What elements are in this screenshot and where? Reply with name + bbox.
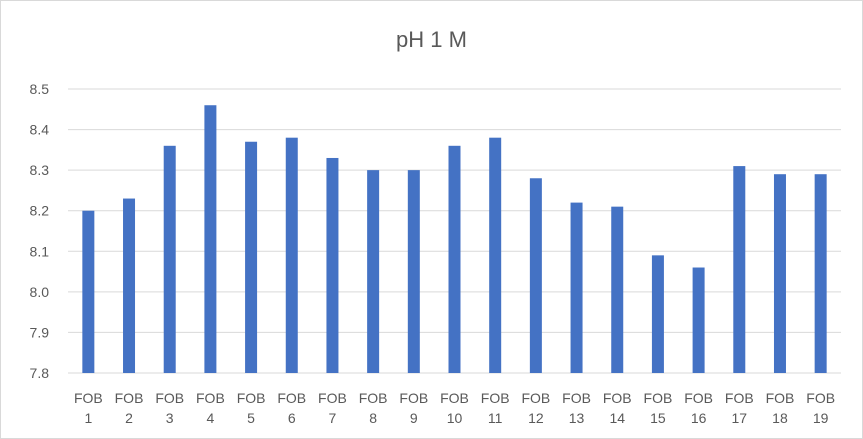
x-tick-label: 14 (609, 410, 625, 426)
x-tick-label: FOB (806, 390, 835, 406)
x-tick-label: 10 (447, 410, 463, 426)
y-tick-label: 8.1 (30, 243, 50, 259)
y-tick-label: 8.2 (30, 203, 50, 219)
bar (448, 145, 461, 373)
y-tick-label: 8.4 (30, 122, 50, 138)
x-tick-label: FOB (237, 390, 266, 406)
x-tick-label: FOB (562, 390, 591, 406)
bar (814, 174, 827, 373)
y-axis-ticks: 7.8 7.9 8.0 8.1 8.2 8.3 8.4 8.5 (30, 81, 50, 381)
x-tick-label: FOB (766, 390, 795, 406)
x-tick-label: 15 (650, 410, 666, 426)
x-tick-label: 17 (732, 410, 748, 426)
x-tick-label: FOB (115, 390, 144, 406)
x-tick-label: 4 (206, 410, 214, 426)
x-tick-label: FOB (603, 390, 632, 406)
bar (245, 141, 258, 373)
bar (692, 267, 705, 373)
bar (326, 157, 339, 373)
bar (285, 137, 298, 373)
bar (651, 255, 664, 373)
bar (82, 210, 95, 373)
x-tick-label: 19 (813, 410, 829, 426)
x-tick-label: FOB (399, 390, 428, 406)
x-tick-label: FOB (521, 390, 550, 406)
y-tick-label: 7.8 (30, 365, 50, 381)
x-axis-labels: FOB 1 FOB 2 FOB 3 FOB 4 FOB 5 FOB 6 FOB 7 FOB 8 FOB 9 FOB 1… (74, 390, 835, 426)
x-tick-label: FOB (440, 390, 469, 406)
bar (529, 178, 542, 373)
x-tick-label: FOB (725, 390, 754, 406)
x-tick-label: 18 (772, 410, 788, 426)
y-tick-label: 8.3 (30, 162, 50, 178)
x-tick-label: 2 (125, 410, 133, 426)
bar (407, 170, 420, 373)
bar (163, 145, 176, 373)
x-tick-label: FOB (359, 390, 388, 406)
x-tick-label: FOB (481, 390, 510, 406)
x-tick-label: FOB (644, 390, 673, 406)
bars (82, 105, 827, 373)
x-tick-label: FOB (196, 390, 225, 406)
x-tick-label: 7 (329, 410, 337, 426)
bar (773, 174, 786, 373)
x-tick-label: 3 (166, 410, 174, 426)
x-tick-label: 11 (488, 410, 503, 426)
y-tick-label: 8.0 (30, 284, 50, 300)
x-tick-label: FOB (318, 390, 347, 406)
y-tick-label: 7.9 (30, 324, 50, 340)
bar (204, 105, 217, 373)
x-tick-label: FOB (155, 390, 184, 406)
x-tick-label: 12 (528, 410, 544, 426)
bar (733, 166, 746, 373)
x-tick-label: FOB (684, 390, 713, 406)
x-tick-label: 9 (410, 410, 418, 426)
bar (489, 137, 502, 373)
x-tick-label: FOB (74, 390, 103, 406)
bar (570, 202, 583, 373)
x-tick-label: 13 (569, 410, 585, 426)
x-tick-label: 1 (84, 410, 92, 426)
x-tick-label: 6 (288, 410, 296, 426)
bar (367, 170, 380, 373)
bar (123, 198, 136, 373)
bar (611, 206, 624, 373)
x-tick-label: 5 (247, 410, 255, 426)
x-tick-label: 8 (369, 410, 377, 426)
x-tick-label: FOB (277, 390, 306, 406)
y-tick-label: 8.5 (30, 81, 50, 97)
x-tick-label: 16 (691, 410, 707, 426)
chart-title: pH 1 M (396, 27, 467, 52)
